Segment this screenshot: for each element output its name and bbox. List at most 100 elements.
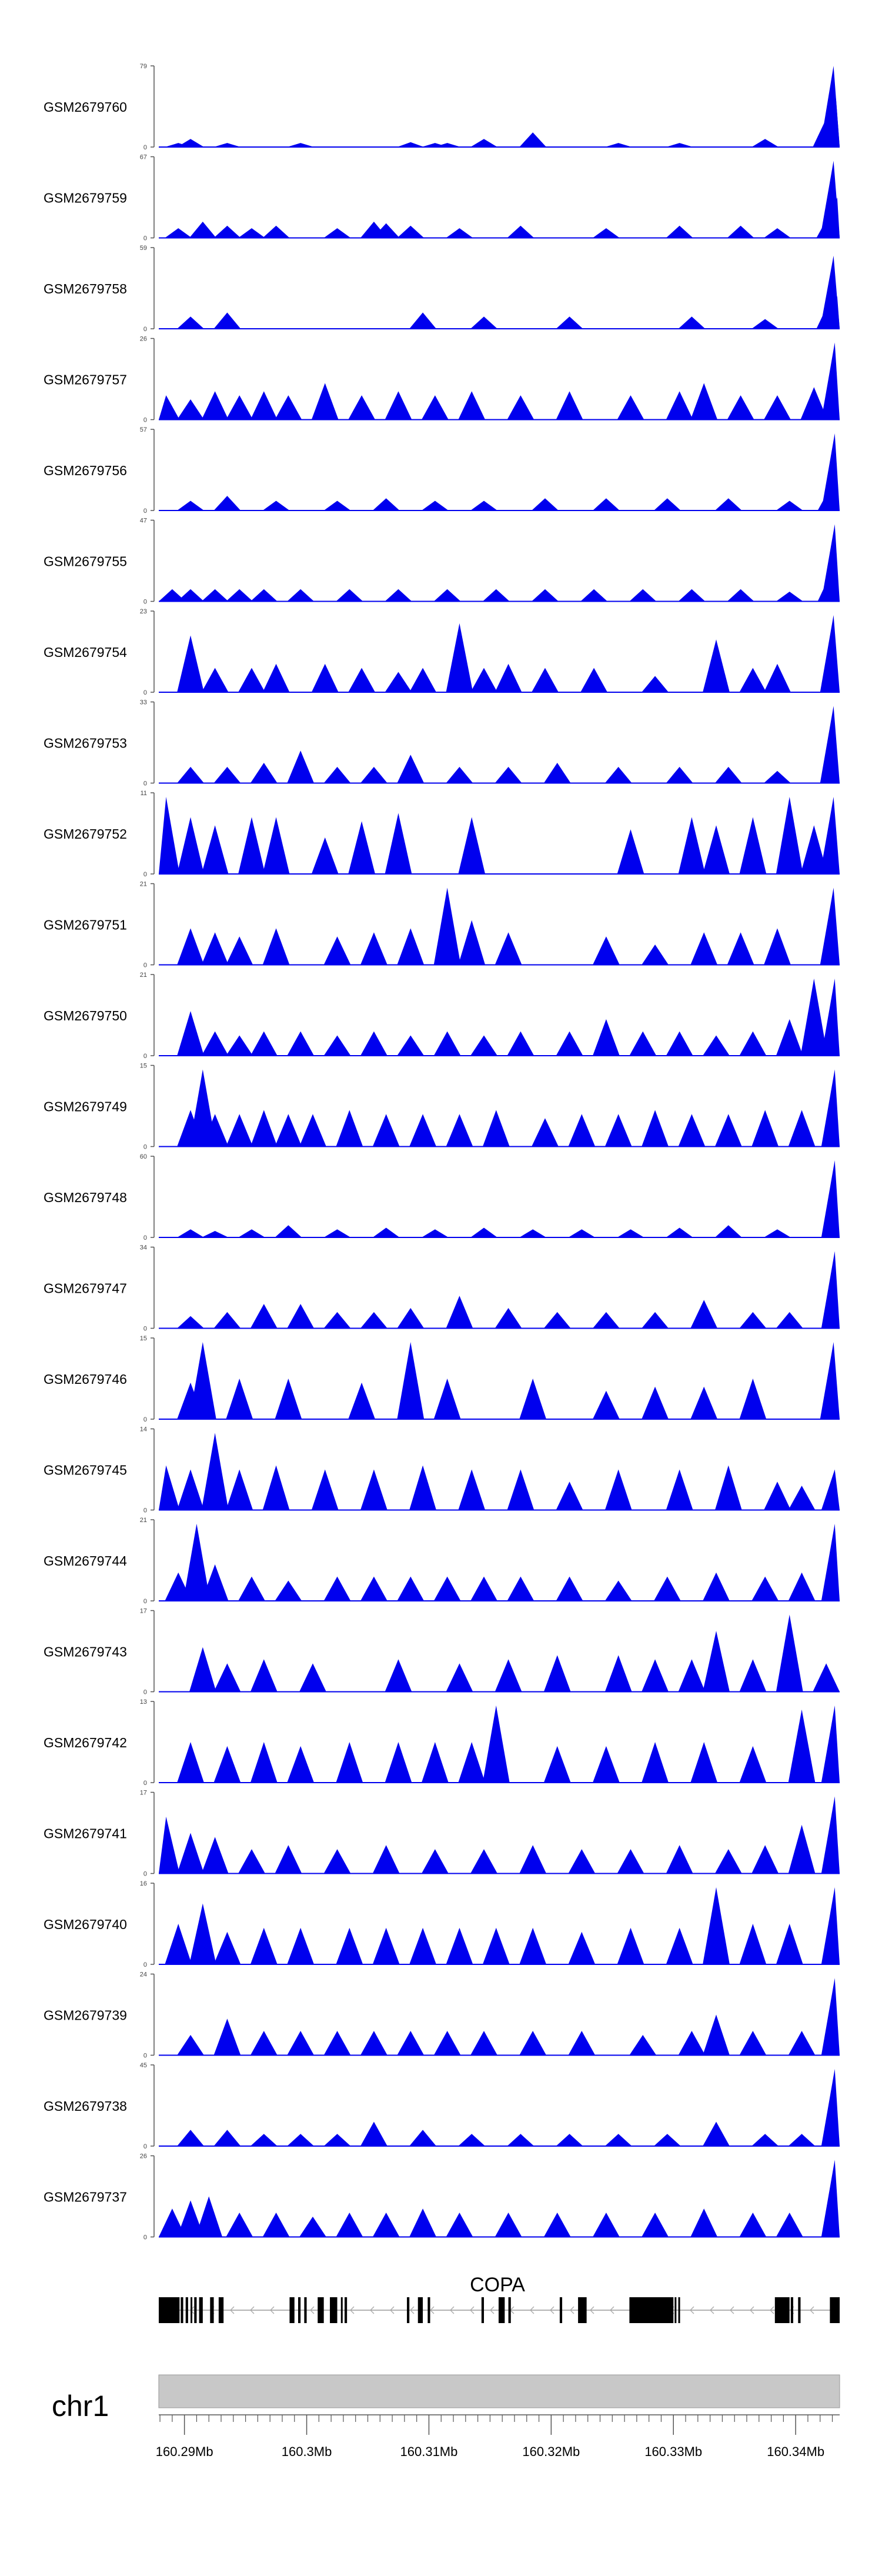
coverage-peak xyxy=(593,228,620,238)
coverage-peak xyxy=(543,2213,571,2237)
coverage-peak xyxy=(238,668,265,692)
coverage-peak xyxy=(159,589,186,602)
coverage-peak xyxy=(213,312,241,329)
coverage-peak xyxy=(262,225,290,238)
coverage-peak xyxy=(262,663,290,692)
coverage-peak xyxy=(323,766,351,783)
coverage-peak xyxy=(433,1379,461,1419)
coverage-peak xyxy=(213,1312,241,1329)
coverage-peak xyxy=(226,1379,253,1419)
coverage-peak xyxy=(360,2031,387,2056)
y-max-label: 15 xyxy=(140,1063,147,1070)
coverage-peak xyxy=(519,132,547,147)
coverage-peak xyxy=(177,1742,204,1783)
x-tick-label: 160.32Mb xyxy=(522,2444,580,2459)
coverage-peak xyxy=(604,1469,632,1510)
coverage-peak xyxy=(177,2130,204,2146)
y-max-label: 13 xyxy=(140,1699,147,1706)
track-label: GSM2679747 xyxy=(44,1281,127,1296)
coverage-peak xyxy=(275,1845,302,1874)
track-GSM2679742: GSM2679742 13 0 xyxy=(44,1699,840,1787)
coverage-peak xyxy=(360,766,387,783)
y-min-label: 0 xyxy=(143,1053,147,1060)
coverage-peak xyxy=(470,139,497,147)
coverage-peak xyxy=(714,766,742,783)
coverage-peak xyxy=(532,668,559,692)
coverage-peak xyxy=(470,500,497,510)
coverage-peak xyxy=(372,223,400,238)
coverage-peak xyxy=(397,928,425,965)
coverage-peak xyxy=(275,395,302,420)
coverage-peak xyxy=(690,383,718,420)
coverage-peak xyxy=(385,1742,412,1783)
coverage-peak xyxy=(226,2213,253,2237)
track-GSM2679753: GSM2679753 33 0 xyxy=(44,699,840,788)
coverage-peak xyxy=(666,225,693,238)
coverage-peak xyxy=(213,143,241,147)
coverage-peak xyxy=(593,1746,620,1783)
coverage-peak xyxy=(183,1523,211,1601)
coverage-peak xyxy=(532,498,559,510)
coverage-peak xyxy=(821,1251,840,1329)
coverage-peak xyxy=(238,1229,265,1237)
coverage-peak xyxy=(714,1114,742,1147)
track-label: GSM2679755 xyxy=(44,554,127,569)
coverage-peak xyxy=(739,1312,767,1329)
coverage-peak xyxy=(458,920,486,965)
track-label: GSM2679757 xyxy=(44,372,127,388)
coverage-peak xyxy=(201,1114,229,1147)
coverage-peak xyxy=(287,2031,315,2056)
coverage-peak xyxy=(189,221,216,238)
y-min-label: 0 xyxy=(143,326,147,333)
coverage-peak xyxy=(226,1114,253,1147)
strand-arrow xyxy=(230,2306,235,2314)
strand-arrow xyxy=(190,2306,195,2314)
gene-name-label: COPA xyxy=(470,2274,525,2296)
coverage-peak xyxy=(642,1659,669,1692)
y-max-label: 14 xyxy=(140,1426,147,1433)
coverage-peak xyxy=(348,1382,375,1419)
coverage-peak xyxy=(189,1903,216,1964)
coverage-peak xyxy=(323,1035,351,1056)
coverage-peak xyxy=(311,837,339,874)
strand-arrow xyxy=(430,2306,435,2314)
coverage-peak xyxy=(213,496,241,510)
coverage-peak xyxy=(421,1849,449,1874)
y-max-label: 24 xyxy=(140,1971,147,1978)
coverage-peak xyxy=(617,1927,644,1964)
coverage-peak xyxy=(617,395,644,420)
coverage-peak xyxy=(507,2134,534,2146)
exon xyxy=(345,2297,348,2323)
x-tick-label: 160.31Mb xyxy=(400,2444,458,2459)
coverage-peak xyxy=(360,932,387,965)
coverage-peak xyxy=(385,813,412,874)
coverage-peak xyxy=(629,589,657,602)
coverage-peak xyxy=(201,825,229,874)
coverage-peak xyxy=(495,2213,522,2237)
coverage-peak xyxy=(458,1742,486,1783)
coverage-peak xyxy=(703,1572,730,1601)
track-label: GSM2679737 xyxy=(44,2190,127,2205)
y-min-label: 0 xyxy=(143,689,147,696)
coverage-peak xyxy=(703,2121,730,2146)
strand-arrow xyxy=(710,2306,714,2314)
coverage-peak xyxy=(820,615,840,692)
coverage-tracks: GSM2679760790GSM2679759670GSM2679758590G… xyxy=(44,63,840,2241)
coverage-peak xyxy=(433,887,461,965)
coverage-peak xyxy=(519,1229,547,1237)
coverage-peak xyxy=(177,817,204,874)
coverage-peak xyxy=(385,1659,412,1692)
strand-arrow xyxy=(570,2306,574,2314)
coverage-peak xyxy=(409,1927,436,1964)
coverage-peak xyxy=(201,932,229,965)
coverage-peak xyxy=(409,312,436,329)
coverage-peak xyxy=(250,1742,278,1783)
coverage-peak xyxy=(397,225,425,238)
coverage-peak xyxy=(788,1709,816,1783)
coverage-peak xyxy=(642,676,669,692)
coverage-peak xyxy=(593,1312,620,1329)
exon xyxy=(340,2297,343,2323)
coverage-peak xyxy=(739,1924,767,1964)
coverage-peak xyxy=(727,589,754,602)
coverage-peak xyxy=(788,1110,816,1147)
